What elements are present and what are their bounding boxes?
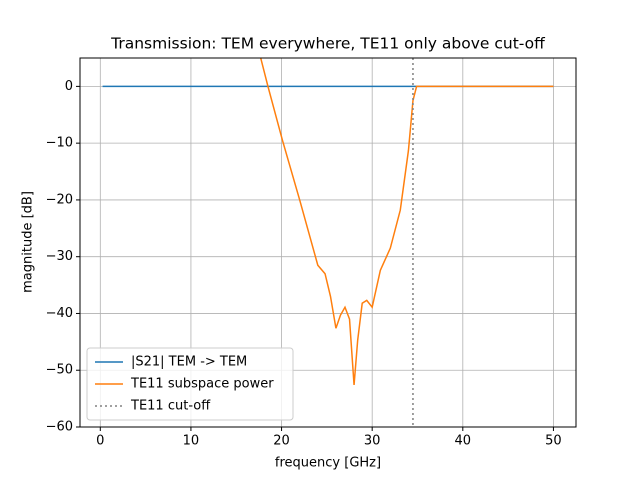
x-tick-label: 10 bbox=[183, 434, 200, 449]
legend: |S21| TEM -> TEM TE11 subspace power TE11 … bbox=[86, 347, 294, 421]
y-tick-label: 0 bbox=[65, 79, 73, 94]
x-tick-label: 40 bbox=[455, 434, 472, 449]
x-tick-label: 30 bbox=[364, 434, 381, 449]
legend-label: |S21| TEM -> TEM bbox=[131, 355, 247, 370]
legend-label: TE11 cut-off bbox=[130, 399, 211, 414]
y-axis-label: magnitude [dB] bbox=[21, 191, 36, 293]
y-tick-label: −60 bbox=[46, 420, 73, 435]
plot-area bbox=[102, 58, 554, 427]
chart-title: Transmission: TEM everywhere, TE11 only … bbox=[110, 35, 545, 53]
x-tick-label: 20 bbox=[273, 434, 290, 449]
axes-frame bbox=[79, 57, 577, 428]
y-tick-label: −30 bbox=[46, 249, 73, 264]
y-tick-label: −50 bbox=[46, 363, 73, 378]
ticks-layer: 0 10 20 30 40 50 −60 −50 −40 −30 −20 −10 0 bbox=[46, 79, 562, 449]
y-tick-label: −20 bbox=[46, 192, 73, 207]
x-axis-label: frequency [GHz] bbox=[275, 456, 381, 471]
legend-box bbox=[86, 347, 294, 421]
legend-label: TE11 subspace power bbox=[130, 377, 274, 392]
x-tick-label: 0 bbox=[96, 434, 104, 449]
x-tick-label: 50 bbox=[545, 434, 562, 449]
y-tick-label: −40 bbox=[46, 306, 73, 321]
series-line bbox=[259, 58, 554, 386]
y-tick-label: −10 bbox=[46, 136, 73, 151]
